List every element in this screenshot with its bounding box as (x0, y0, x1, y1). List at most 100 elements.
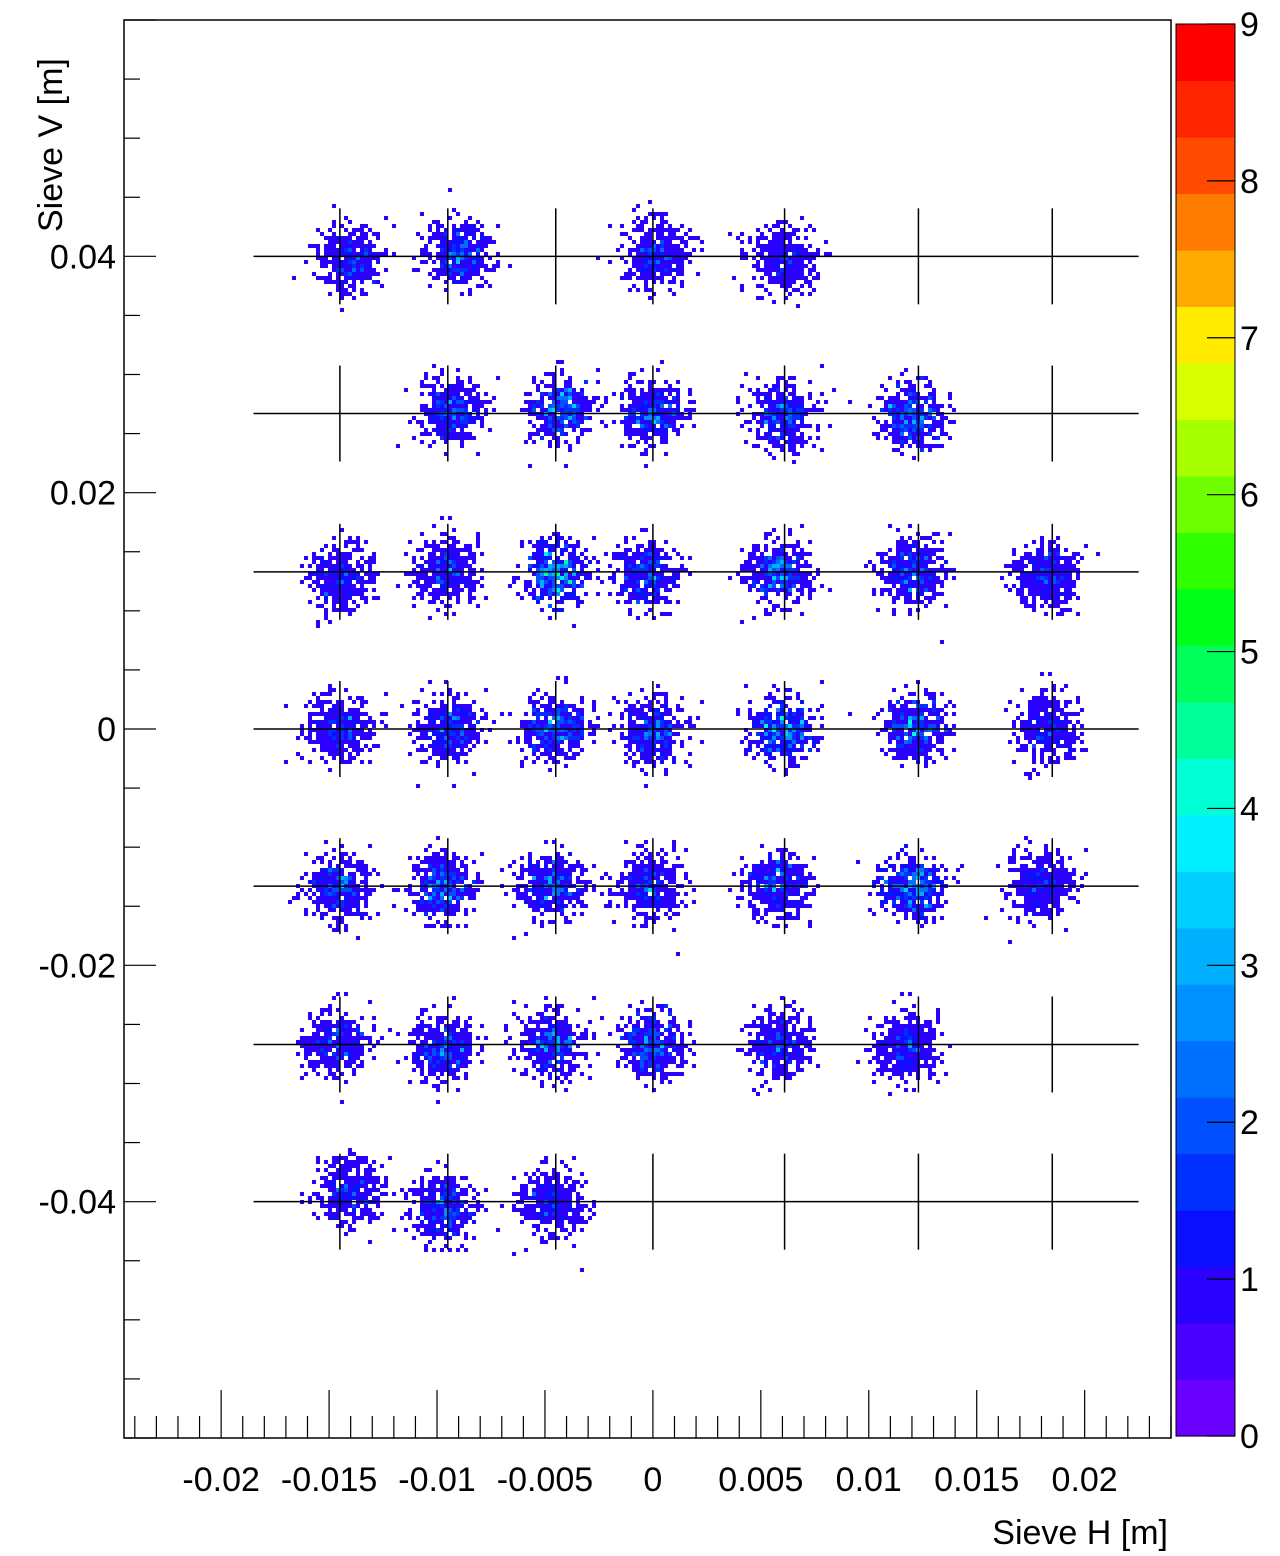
heatmap-cell (768, 256, 772, 260)
heatmap-cell (692, 400, 696, 404)
heatmap-cell (336, 880, 340, 884)
heatmap-cell (1016, 564, 1020, 568)
heatmap-cell (732, 276, 736, 280)
heatmap-cell (352, 876, 356, 880)
heatmap-cell (632, 432, 636, 436)
heatmap-cell (768, 568, 772, 572)
heatmap-cell (436, 548, 440, 552)
heatmap-cell (344, 588, 348, 592)
heatmap-cell (460, 720, 464, 724)
heatmap-cell (804, 236, 808, 240)
heatmap-cell (636, 216, 640, 220)
heatmap-cell (632, 248, 636, 252)
heatmap-cell (660, 752, 664, 756)
heatmap-cell (676, 388, 680, 392)
heatmap-cell (564, 584, 568, 588)
heatmap-cell (784, 244, 788, 248)
heatmap-cell (648, 380, 652, 384)
heatmap-cell (540, 552, 544, 556)
heatmap-cell (756, 264, 760, 268)
heatmap-cell (656, 432, 660, 436)
heatmap-cell (424, 560, 428, 564)
heatmap-cell (468, 600, 472, 604)
heatmap-cell (464, 576, 468, 580)
heatmap-cell (776, 416, 780, 420)
heatmap-cell (904, 388, 908, 392)
heatmap-cell (664, 268, 668, 272)
heatmap-cell (776, 380, 780, 384)
heatmap-cell (440, 700, 444, 704)
heatmap-cell (560, 388, 564, 392)
heatmap-cell (668, 708, 672, 712)
heatmap-cell (532, 752, 536, 756)
heatmap-cell (572, 592, 576, 596)
heatmap-cell (1004, 584, 1008, 588)
heatmap-cell (556, 416, 560, 420)
heatmap-cell (780, 608, 784, 612)
heatmap-cell (780, 396, 784, 400)
heatmap-cell (364, 256, 368, 260)
heatmap-cell (552, 740, 556, 744)
heatmap-cell (896, 440, 900, 444)
heatmap-cell (1032, 700, 1036, 704)
heatmap-cell (436, 888, 440, 892)
heatmap-cell (436, 728, 440, 732)
heatmap-cell (340, 584, 344, 588)
heatmap-cell (320, 708, 324, 712)
heatmap-cell (880, 568, 884, 572)
heatmap-cell (780, 580, 784, 584)
heatmap-cell (464, 280, 468, 284)
heatmap-cell (428, 720, 432, 724)
heatmap-cell (664, 260, 668, 264)
heatmap-cell (328, 236, 332, 240)
heatmap-cell (788, 740, 792, 744)
heatmap-cell (660, 256, 664, 260)
heatmap-cell (1056, 708, 1060, 712)
heatmap-cell (328, 752, 332, 756)
heatmap-cell (1076, 560, 1080, 564)
heatmap-cell (1056, 604, 1060, 608)
heatmap-cell (424, 704, 428, 708)
heatmap-cell (736, 400, 740, 404)
heatmap-cell (748, 564, 752, 568)
heatmap-cell (756, 428, 760, 432)
heatmap-cell (452, 236, 456, 240)
heatmap-cell (340, 592, 344, 596)
heatmap-cell (544, 708, 548, 712)
heatmap-cell (452, 556, 456, 560)
heatmap-cell (796, 692, 800, 696)
heatmap-cell (344, 256, 348, 260)
heatmap-cell (668, 280, 672, 284)
heatmap-cell (444, 872, 448, 876)
heatmap-cell (428, 680, 432, 684)
heatmap-cell (1024, 580, 1028, 584)
heatmap-cell (668, 408, 672, 412)
heatmap-cell (780, 420, 784, 424)
heatmap-cell (448, 896, 452, 900)
heatmap-cell (1064, 596, 1068, 600)
heatmap-cell (436, 712, 440, 716)
heatmap-cell (636, 600, 640, 604)
heatmap-cell (444, 548, 448, 552)
heatmap-cell (764, 400, 768, 404)
heatmap-cell (344, 888, 348, 892)
heatmap-cell (344, 912, 348, 916)
heatmap-cell (800, 420, 804, 424)
heatmap-cell (652, 264, 656, 268)
heatmap-cell (768, 404, 772, 408)
heatmap-cell (636, 740, 640, 744)
heatmap-cell (804, 564, 808, 568)
heatmap-cell (652, 260, 656, 264)
heatmap-cell (656, 264, 660, 268)
heatmap-cell (548, 536, 552, 540)
heatmap-cell (920, 724, 924, 728)
heatmap-cell (376, 912, 380, 916)
heatmap-cell (652, 588, 656, 592)
heatmap-cell (560, 548, 564, 552)
heatmap-cell (560, 596, 564, 600)
heatmap-cell (888, 564, 892, 568)
heatmap-cell (640, 276, 644, 280)
heatmap-cell (360, 288, 364, 292)
heatmap-cell (780, 752, 784, 756)
heatmap-cell (428, 284, 432, 288)
